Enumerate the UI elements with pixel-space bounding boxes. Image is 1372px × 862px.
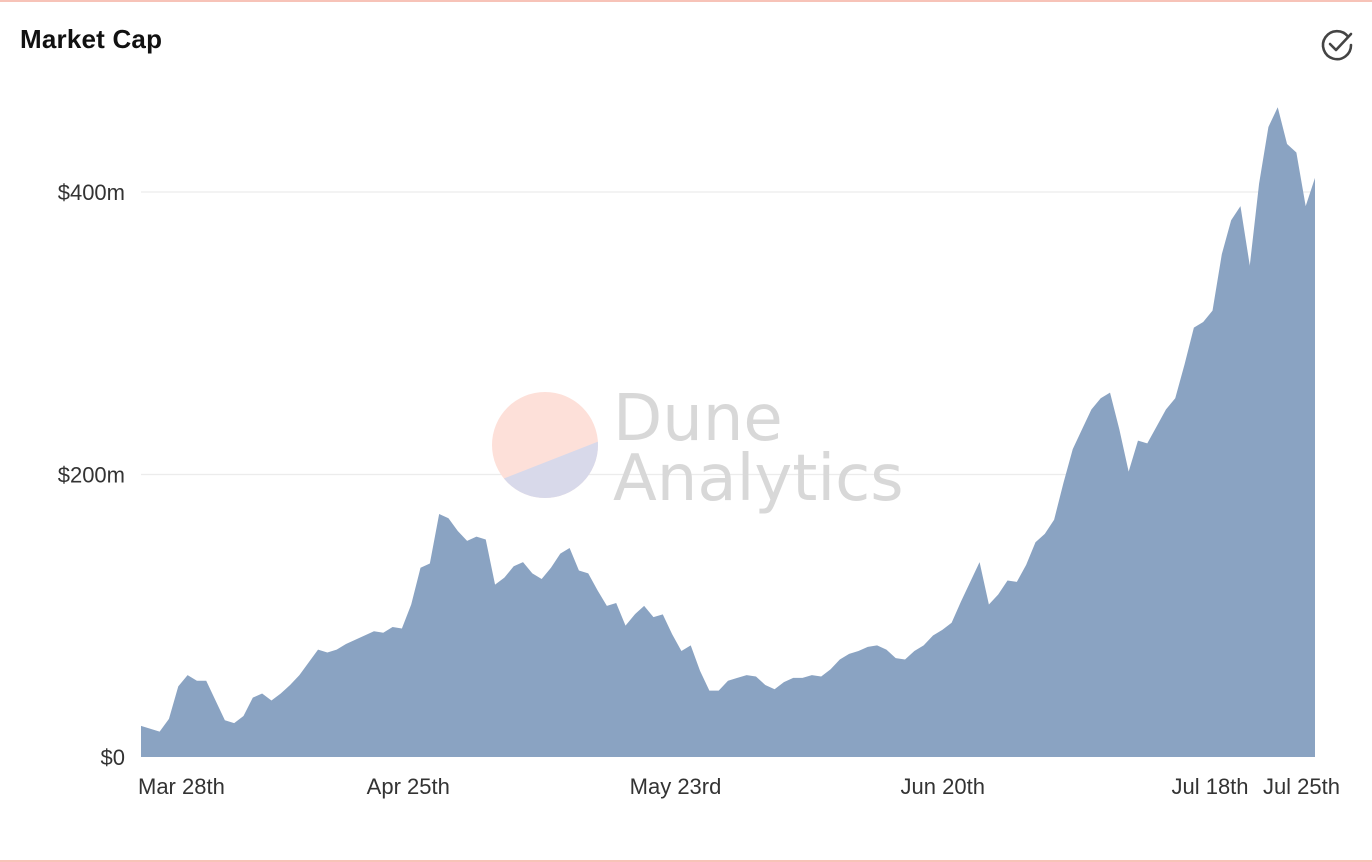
x-tick-label: Mar 28th (138, 774, 225, 799)
market-cap-area (141, 107, 1315, 757)
x-axis-ticks: Mar 28th Apr 25th May 23rd Jun 20th Jul 18th… (138, 774, 1340, 799)
watermark-line2: Analytics (613, 442, 904, 516)
x-tick-label: Jul 25th (1263, 774, 1340, 799)
y-tick-label: $0 (101, 745, 125, 770)
y-tick-label: $200m (58, 463, 125, 488)
dune-logo-icon (492, 392, 598, 498)
watermark-line1: Dune (613, 382, 783, 456)
chart-title: Market Cap (20, 24, 163, 54)
x-tick-label: Jul 18th (1171, 774, 1248, 799)
x-tick-label: Jun 20th (901, 774, 985, 799)
check-circle-icon[interactable] (1318, 26, 1356, 64)
y-tick-label: $400m (58, 180, 125, 205)
x-tick-label: May 23rd (630, 774, 722, 799)
dune-watermark: Dune Analytics (492, 382, 904, 516)
y-axis-ticks: $0 $200m $400m (58, 180, 125, 770)
x-tick-label: Apr 25th (367, 774, 450, 799)
